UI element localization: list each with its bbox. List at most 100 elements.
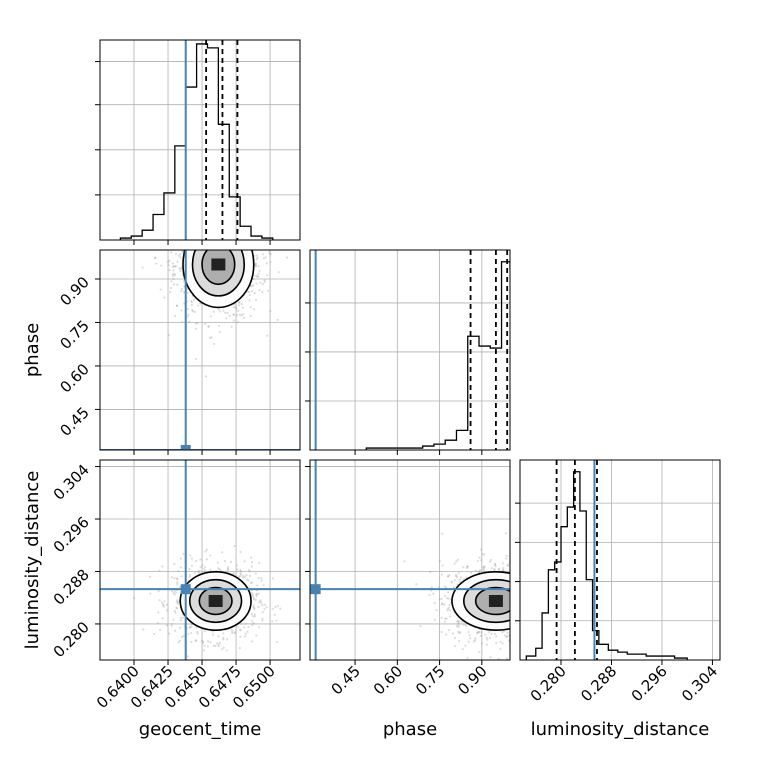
sample-point xyxy=(251,581,254,584)
sample-point xyxy=(239,572,242,575)
sample-point xyxy=(506,564,509,568)
sample-point xyxy=(255,593,258,596)
sample-point xyxy=(201,641,204,644)
sample-point xyxy=(468,634,471,637)
sample-point xyxy=(173,593,176,596)
sample-point xyxy=(253,615,256,618)
sample-point xyxy=(493,563,497,566)
sample-point xyxy=(257,605,260,609)
sample-point xyxy=(175,577,179,580)
sample-point xyxy=(196,304,200,307)
sample-point xyxy=(239,628,242,631)
sample-point xyxy=(501,642,504,645)
sample-point xyxy=(179,253,182,256)
sample-point xyxy=(495,635,498,638)
sample-point xyxy=(232,313,236,316)
sample-point xyxy=(171,265,174,268)
sample-point xyxy=(199,566,202,569)
sample-point xyxy=(222,638,225,641)
sample-point xyxy=(258,601,261,604)
sample-point xyxy=(477,571,480,574)
density-peak xyxy=(488,594,503,607)
sample-point xyxy=(155,262,158,265)
sample-point xyxy=(201,564,204,567)
y-axis-label-luminosity_distance: luminosity_distance xyxy=(22,471,43,650)
sample-point xyxy=(243,560,246,563)
sample-point xyxy=(177,254,180,257)
sample-point xyxy=(457,623,460,627)
sample-point xyxy=(448,603,451,607)
sample-point xyxy=(172,269,175,272)
sample-point xyxy=(234,631,237,634)
sample-point xyxy=(174,314,177,318)
sample-point xyxy=(179,267,183,270)
sample-point xyxy=(482,567,485,570)
sample-point xyxy=(461,648,464,651)
sample-point xyxy=(181,616,184,619)
sample-point xyxy=(238,301,241,304)
sample-point xyxy=(504,532,507,535)
sample-point xyxy=(198,302,202,305)
sample-point xyxy=(190,303,193,307)
sample-point xyxy=(507,639,510,642)
sample-point xyxy=(254,572,257,575)
sample-point xyxy=(258,561,261,565)
sample-point xyxy=(259,281,262,284)
sample-point xyxy=(252,596,255,600)
sample-point xyxy=(224,311,227,314)
sample-point xyxy=(250,613,253,616)
sample-point xyxy=(154,256,157,259)
sample-point xyxy=(252,605,255,609)
sample-point xyxy=(246,290,249,293)
sample-point xyxy=(211,630,214,633)
sample-point xyxy=(206,640,210,643)
sample-point xyxy=(178,267,181,270)
sample-point xyxy=(152,632,156,636)
sample-point xyxy=(255,595,258,598)
sample-point xyxy=(257,577,260,580)
sample-point xyxy=(191,310,194,313)
sample-point xyxy=(180,575,183,578)
sample-point xyxy=(457,571,460,574)
sample-point xyxy=(261,253,264,256)
sample-point xyxy=(246,630,249,633)
sample-point xyxy=(208,336,212,339)
sample-point xyxy=(168,269,171,272)
sample-point xyxy=(166,609,169,612)
sample-point xyxy=(190,300,194,304)
sample-point xyxy=(262,583,265,587)
sample-point xyxy=(263,280,266,283)
sample-point xyxy=(217,324,221,327)
sample-point xyxy=(226,311,229,315)
axes-frame xyxy=(309,459,511,661)
sample-point xyxy=(237,575,240,578)
sample-point xyxy=(501,568,505,571)
sample-point xyxy=(455,575,459,578)
sample-point xyxy=(176,260,179,263)
sample-point xyxy=(252,621,255,625)
sample-point xyxy=(474,637,477,640)
y-tick-label: 0.304 xyxy=(50,461,93,504)
sample-point xyxy=(242,574,245,578)
y-tick-label: 0.296 xyxy=(50,513,93,556)
sample-point xyxy=(167,264,170,267)
sample-point xyxy=(132,596,135,600)
sample-point xyxy=(239,573,243,576)
sample-point xyxy=(236,568,239,571)
sample-point xyxy=(173,577,176,580)
sample-point xyxy=(171,273,174,276)
sample-point xyxy=(265,606,268,609)
sample-point xyxy=(256,274,259,278)
sample-point xyxy=(188,320,191,323)
sample-point xyxy=(159,628,162,631)
sample-point xyxy=(440,597,443,600)
sample-point xyxy=(459,576,463,579)
sample-point xyxy=(263,603,267,606)
sample-point xyxy=(161,565,164,568)
sample-point xyxy=(435,609,438,612)
sample-point xyxy=(448,573,451,577)
sample-point xyxy=(225,570,228,573)
sample-point xyxy=(244,632,247,635)
sample-point xyxy=(167,334,171,337)
sample-point xyxy=(179,269,182,272)
